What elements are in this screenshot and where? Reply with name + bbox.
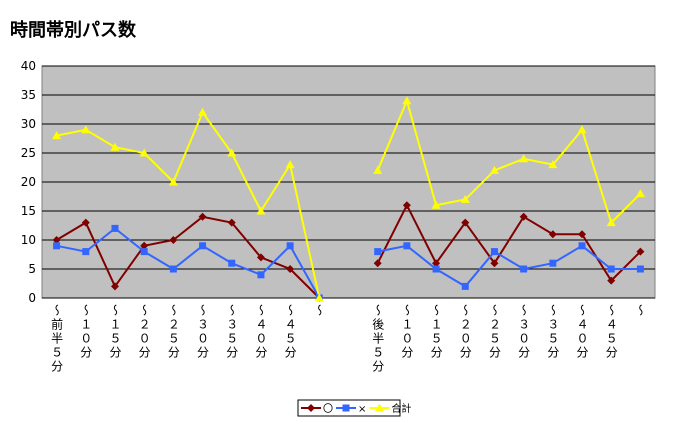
- x-tick-label: 〜１０分: [79, 304, 93, 360]
- marker: [82, 248, 90, 256]
- x-tick-label: 〜２５分: [166, 304, 180, 360]
- marker: [461, 282, 469, 290]
- marker: [198, 107, 208, 116]
- y-tick-label: 15: [21, 204, 36, 218]
- series-line: [56, 97, 642, 299]
- marker: [285, 160, 295, 169]
- marker: [607, 265, 615, 273]
- legend-label: 〇: [323, 403, 333, 415]
- marker: [373, 259, 382, 268]
- marker: [519, 154, 529, 163]
- marker: [403, 242, 411, 250]
- y-tick-label: 10: [21, 233, 36, 247]
- marker: [402, 96, 412, 105]
- x-tick-label: 〜２０分: [458, 304, 472, 360]
- legend-marker: [374, 403, 384, 412]
- y-tick-label: 35: [21, 88, 36, 102]
- y-tick-label: 30: [21, 117, 36, 131]
- x-tick-label: 〜３０分: [196, 304, 210, 360]
- marker: [169, 265, 177, 273]
- marker: [577, 125, 587, 134]
- chart-title: 時間帯別パス数: [10, 19, 137, 41]
- marker: [168, 177, 178, 186]
- legend-label: ×: [358, 404, 366, 415]
- x-tick-label: 〜後半５分: [371, 304, 385, 374]
- marker: [490, 248, 498, 256]
- y-tick-label: 20: [21, 175, 36, 189]
- x-tick-label: 〜４５分: [604, 304, 618, 360]
- marker: [257, 271, 265, 279]
- legend: 〇 × 合計: [297, 399, 411, 417]
- legend-marker: [307, 404, 315, 412]
- marker: [81, 218, 90, 227]
- y-tick-label: 25: [21, 146, 36, 160]
- x-tick-label: 〜２０分: [137, 304, 151, 360]
- marker: [140, 241, 149, 250]
- x-tick-label: 〜４０分: [254, 304, 268, 360]
- marker: [111, 224, 119, 232]
- marker: [606, 218, 616, 227]
- marker: [460, 194, 470, 203]
- marker: [490, 259, 499, 268]
- marker: [432, 265, 440, 273]
- x-tick-label: 〜前半５分: [50, 304, 64, 374]
- marker: [636, 265, 644, 273]
- marker: [52, 236, 61, 244]
- marker: [578, 242, 586, 250]
- marker: [53, 242, 61, 250]
- marker: [227, 148, 237, 157]
- x-tick-label: 〜４０分: [575, 304, 589, 360]
- marker: [227, 218, 236, 227]
- x-tick-label: 〜: [633, 304, 647, 318]
- marker: [607, 276, 616, 285]
- marker: [635, 189, 645, 198]
- marker: [373, 165, 383, 174]
- marker: [256, 253, 265, 262]
- marker: [374, 248, 382, 256]
- marker: [519, 212, 528, 221]
- marker: [140, 248, 148, 256]
- marker: [81, 125, 91, 134]
- series-line: [56, 227, 641, 299]
- marker: [489, 165, 499, 174]
- marker: [286, 265, 295, 273]
- marker: [402, 201, 411, 210]
- marker: [314, 293, 324, 302]
- y-tick-label: 5: [28, 262, 36, 276]
- marker: [549, 259, 557, 267]
- y-tick-label: 0: [28, 291, 36, 305]
- legend-marker: [342, 404, 350, 412]
- marker: [578, 230, 587, 239]
- x-tick-label: 〜４５分: [283, 304, 297, 360]
- x-tick-label: 〜１０分: [400, 304, 414, 360]
- marker: [198, 212, 207, 221]
- x-tick-label: 〜３０分: [517, 304, 531, 360]
- x-tick-label: 〜３５分: [225, 304, 239, 360]
- marker: [520, 265, 528, 273]
- marker: [256, 206, 266, 215]
- marker: [432, 259, 441, 268]
- marker: [228, 259, 236, 267]
- marker: [431, 200, 441, 209]
- marker: [139, 148, 149, 157]
- legend-label: 合計: [391, 402, 411, 415]
- marker: [636, 247, 645, 256]
- marker: [169, 236, 178, 244]
- marker: [110, 282, 119, 291]
- x-tick-label: 〜２５分: [487, 304, 501, 360]
- x-tick-label: 〜３５分: [546, 304, 560, 360]
- x-tick-label: 〜１５分: [429, 304, 443, 360]
- x-tick-label: 〜: [312, 304, 326, 318]
- marker: [110, 142, 120, 151]
- marker: [461, 218, 470, 227]
- y-tick-label: 40: [21, 59, 36, 73]
- marker: [52, 131, 62, 140]
- x-tick-label: 〜１５分: [108, 304, 122, 360]
- marker: [199, 242, 207, 250]
- marker: [548, 230, 557, 239]
- marker: [286, 242, 294, 250]
- marker: [548, 160, 558, 169]
